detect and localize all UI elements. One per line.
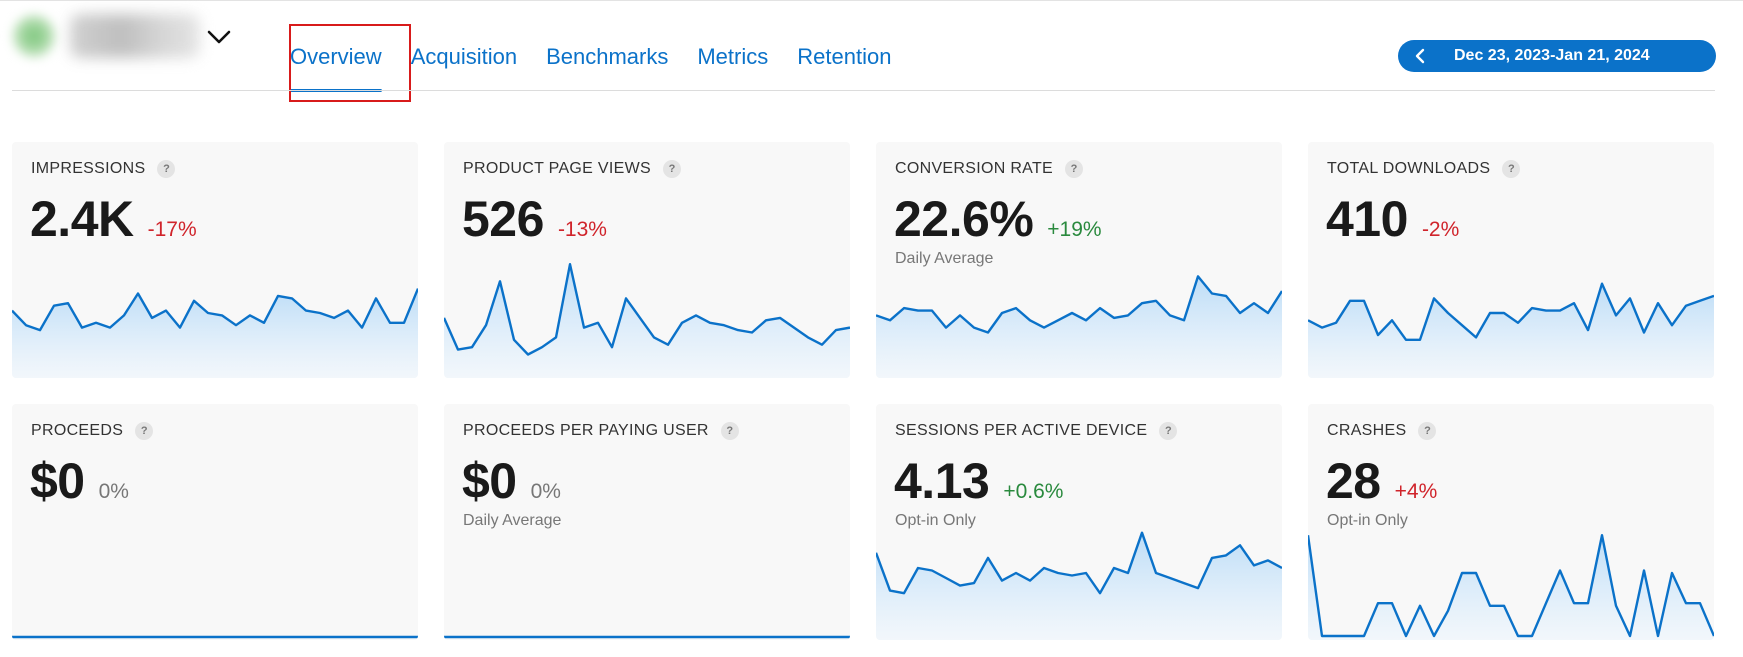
- metric-value: 28: [1326, 453, 1381, 509]
- tab-benchmarks[interactable]: Benchmarks: [546, 44, 669, 69]
- metric-title-row: TOTAL DOWNLOADS?: [1327, 160, 1521, 178]
- metric-value-row: 410 -2%: [1326, 190, 1459, 248]
- sparkline-area: [1308, 535, 1714, 640]
- sparkline-line: [876, 531, 1282, 595]
- chevron-left-icon[interactable]: [1412, 47, 1430, 65]
- metric-value: 4.13: [894, 453, 990, 509]
- metric-title-row: PRODUCT PAGE VIEWS?: [463, 160, 681, 178]
- header: Overview Acquisition Benchmarks Metrics …: [0, 0, 1743, 102]
- metric-card-proceeds-per-paying-user[interactable]: PROCEEDS PER PAYING USER? $0 0% Daily Avera…: [444, 404, 850, 640]
- metric-delta: +4%: [1394, 480, 1438, 503]
- help-icon[interactable]: ?: [662, 160, 681, 178]
- top-border: [0, 0, 1743, 1]
- sparkline-chart: [876, 275, 1282, 378]
- sparkline-area: [444, 264, 850, 378]
- help-icon[interactable]: ?: [157, 160, 176, 178]
- metric-value: $0: [462, 453, 517, 509]
- help-icon[interactable]: ?: [1418, 422, 1437, 440]
- sparkline-chart: [1308, 282, 1714, 378]
- date-range-picker[interactable]: Dec 23, 2023-Jan 21, 2024: [1398, 40, 1716, 72]
- sparkline-area: [876, 532, 1282, 640]
- metric-title: PROCEEDS PER PAYING USER: [463, 422, 709, 439]
- metric-value: $0: [30, 453, 85, 509]
- tab-overview[interactable]: Overview: [290, 24, 382, 92]
- tab-bar: Overview Acquisition Benchmarks Metrics …: [290, 24, 892, 92]
- metric-title-row: IMPRESSIONS?: [31, 160, 176, 178]
- tab-metrics[interactable]: Metrics: [697, 44, 769, 69]
- metric-delta: +19%: [1047, 218, 1102, 241]
- date-range-label: Dec 23, 2023-Jan 21, 2024: [1454, 47, 1650, 64]
- metric-card-sessions-per-active-device[interactable]: SESSIONS PER ACTIVE DEVICE? 4.13 +0.6% Opt-…: [876, 404, 1282, 640]
- metric-title: SESSIONS PER ACTIVE DEVICE: [895, 422, 1148, 439]
- sparkline-chart: [12, 288, 418, 378]
- metric-value: 410: [1326, 191, 1408, 247]
- metric-subtitle: Opt-in Only: [895, 512, 976, 529]
- metric-value-row: $0 0%: [30, 452, 129, 510]
- metric-title: IMPRESSIONS: [31, 160, 146, 177]
- metric-delta: -13%: [557, 218, 607, 241]
- metric-card-proceeds[interactable]: PROCEEDS? $0 0%: [12, 404, 418, 640]
- metric-title-row: SESSIONS PER ACTIVE DEVICE?: [895, 422, 1178, 440]
- metric-delta: 0%: [530, 480, 561, 503]
- metric-title-row: PROCEEDS PER PAYING USER?: [463, 422, 739, 440]
- metric-card-product-page-views[interactable]: PRODUCT PAGE VIEWS? 526 -13%: [444, 142, 850, 378]
- app-switcher[interactable]: [12, 14, 200, 58]
- metric-title-row: PROCEEDS?: [31, 422, 154, 440]
- metric-subtitle: Daily Average: [895, 250, 994, 267]
- sparkline-area: [876, 276, 1282, 378]
- metric-value-row: 4.13 +0.6%: [894, 452, 1063, 510]
- metric-value-row: 2.4K -17%: [30, 190, 197, 248]
- metric-delta: +0.6%: [1003, 480, 1064, 503]
- sparkline-chart: [444, 635, 850, 639]
- help-icon[interactable]: ?: [720, 422, 739, 440]
- metric-title: PRODUCT PAGE VIEWS: [463, 160, 651, 177]
- metric-delta: -17%: [147, 218, 197, 241]
- metric-title: TOTAL DOWNLOADS: [1327, 160, 1491, 177]
- metric-delta: 0%: [98, 480, 129, 503]
- metric-title: CRASHES: [1327, 422, 1407, 439]
- metric-subtitle: Opt-in Only: [1327, 512, 1408, 529]
- sparkline-area: [12, 288, 418, 378]
- help-icon[interactable]: ?: [135, 422, 154, 440]
- sparkline-chart: [1308, 534, 1714, 640]
- help-icon[interactable]: ?: [1159, 422, 1178, 440]
- sparkline-chart: [876, 531, 1282, 640]
- metric-card-impressions[interactable]: IMPRESSIONS? 2.4K -17%: [12, 142, 418, 378]
- app-name-blurred: [70, 14, 200, 58]
- chevron-down-icon[interactable]: [204, 22, 234, 52]
- sparkline-area: [1308, 283, 1714, 378]
- metric-title: CONVERSION RATE: [895, 160, 1053, 177]
- metric-value-row: $0 0%: [462, 452, 561, 510]
- metric-title-row: CONVERSION RATE?: [895, 160, 1083, 178]
- metric-title: PROCEEDS: [31, 422, 124, 439]
- sparkline-chart: [12, 635, 418, 639]
- sparkline-line: [444, 263, 850, 356]
- metric-card-conversion-rate[interactable]: CONVERSION RATE? 22.6% +19% Daily Average: [876, 142, 1282, 378]
- metric-subtitle: Daily Average: [463, 512, 562, 529]
- metric-value: 2.4K: [30, 191, 134, 247]
- sparkline-line: [1308, 534, 1714, 638]
- metric-delta: -2%: [1421, 218, 1460, 241]
- metric-title-row: CRASHES?: [1327, 422, 1437, 440]
- header-divider: [12, 90, 1715, 91]
- help-icon[interactable]: ?: [1065, 160, 1083, 178]
- tab-acquisition[interactable]: Acquisition: [410, 44, 518, 69]
- metric-card-total-downloads[interactable]: TOTAL DOWNLOADS? 410 -2%: [1308, 142, 1714, 378]
- tab-retention[interactable]: Retention: [797, 44, 892, 69]
- sparkline-line: [876, 275, 1282, 334]
- metric-card-crashes[interactable]: CRASHES? 28 +4% Opt-in Only: [1308, 404, 1714, 640]
- sparkline-line: [1308, 282, 1714, 342]
- metric-value-row: 22.6% +19%: [894, 190, 1102, 248]
- metric-value: 22.6%: [894, 191, 1034, 247]
- app-icon: [12, 14, 56, 58]
- metric-value: 526: [462, 191, 544, 247]
- sparkline-chart: [444, 263, 850, 378]
- help-icon[interactable]: ?: [1502, 160, 1521, 178]
- metric-value-row: 28 +4%: [1326, 452, 1437, 510]
- sparkline-line: [12, 288, 418, 332]
- metric-value-row: 526 -13%: [462, 190, 607, 248]
